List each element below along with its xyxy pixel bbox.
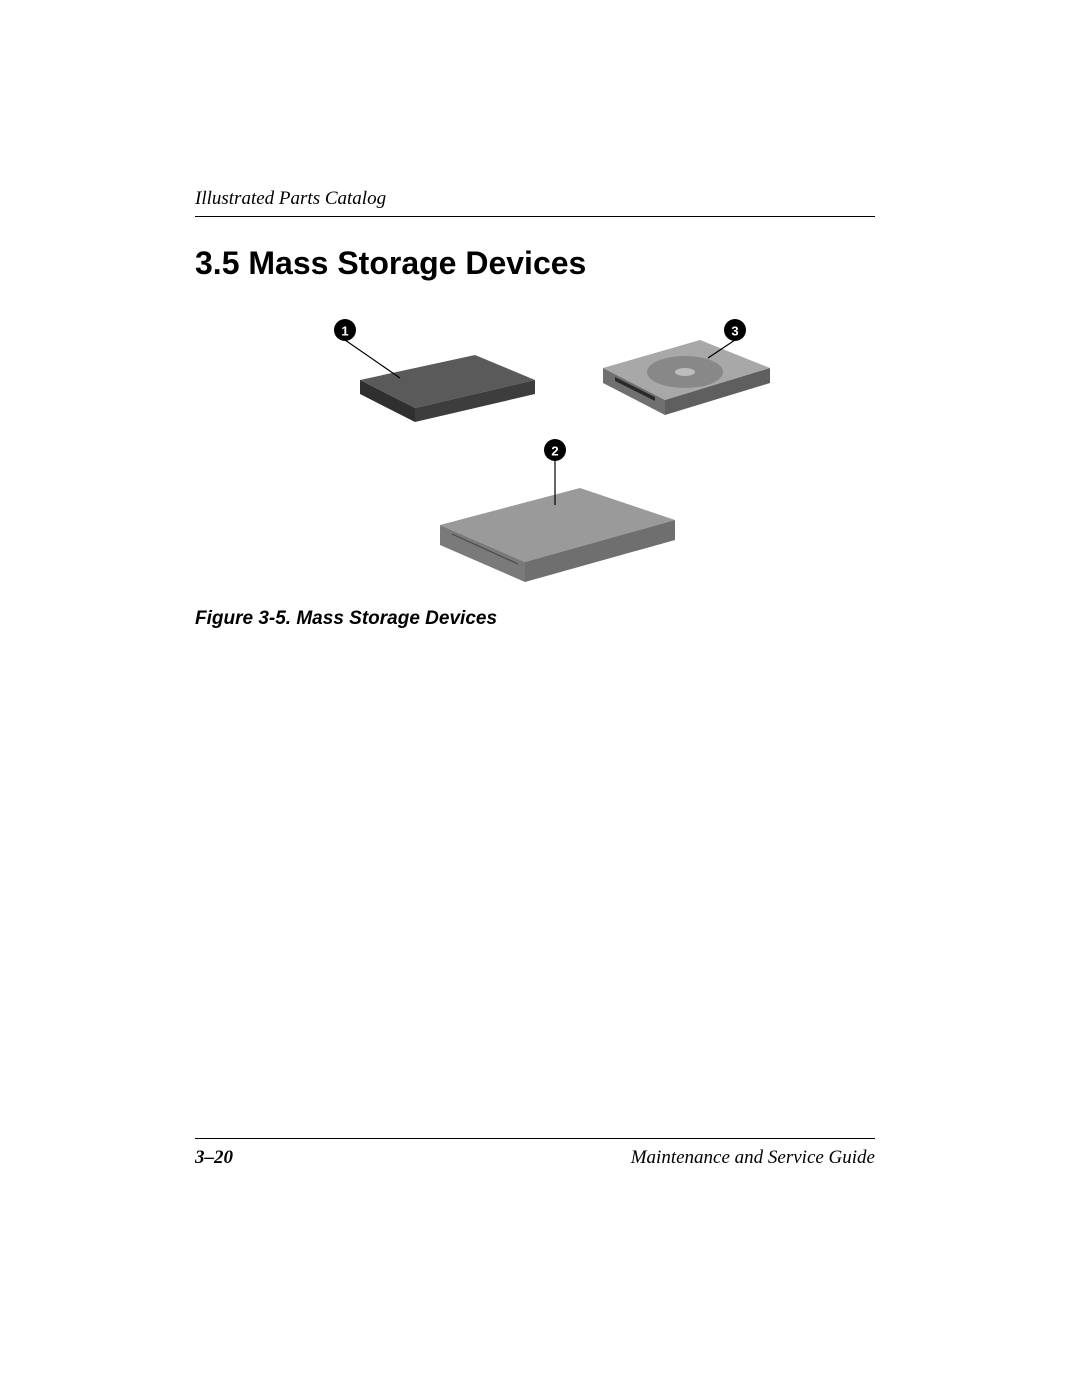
- callout-3: 3: [724, 319, 746, 341]
- floppy-drive-icon: [603, 340, 770, 415]
- page-number: 3–20: [195, 1147, 233, 1169]
- footer-doc-title: Maintenance and Service Guide: [631, 1147, 875, 1169]
- page-footer: 3–20 Maintenance and Service Guide: [195, 1138, 875, 1169]
- svg-text:2: 2: [551, 444, 558, 459]
- section-title-text: Mass Storage Devices: [248, 245, 586, 281]
- callout-1: 1: [334, 319, 356, 341]
- callout-2: 2: [544, 439, 566, 461]
- figure-caption-title: Mass Storage Devices: [296, 608, 497, 629]
- figure-caption-prefix: Figure 3-5.: [195, 608, 291, 629]
- hard-drive-icon: [360, 355, 535, 422]
- callout-line-1: [345, 340, 400, 378]
- running-head: Illustrated Parts Catalog: [195, 188, 875, 210]
- section-number: 3.5: [195, 245, 239, 281]
- optical-drive-icon: [440, 488, 675, 590]
- storage-devices-illustration: 1 2 3: [260, 300, 810, 590]
- figure-storage-devices: 1 2 3 Figure 3-5. Mass Storage Devices: [195, 300, 875, 630]
- running-head-rule: Illustrated Parts Catalog: [195, 188, 875, 217]
- section-heading: 3.5 Mass Storage Devices: [195, 245, 875, 282]
- figure-caption: Figure 3-5. Mass Storage Devices: [195, 608, 875, 630]
- svg-text:3: 3: [731, 324, 738, 339]
- svg-text:1: 1: [341, 324, 348, 339]
